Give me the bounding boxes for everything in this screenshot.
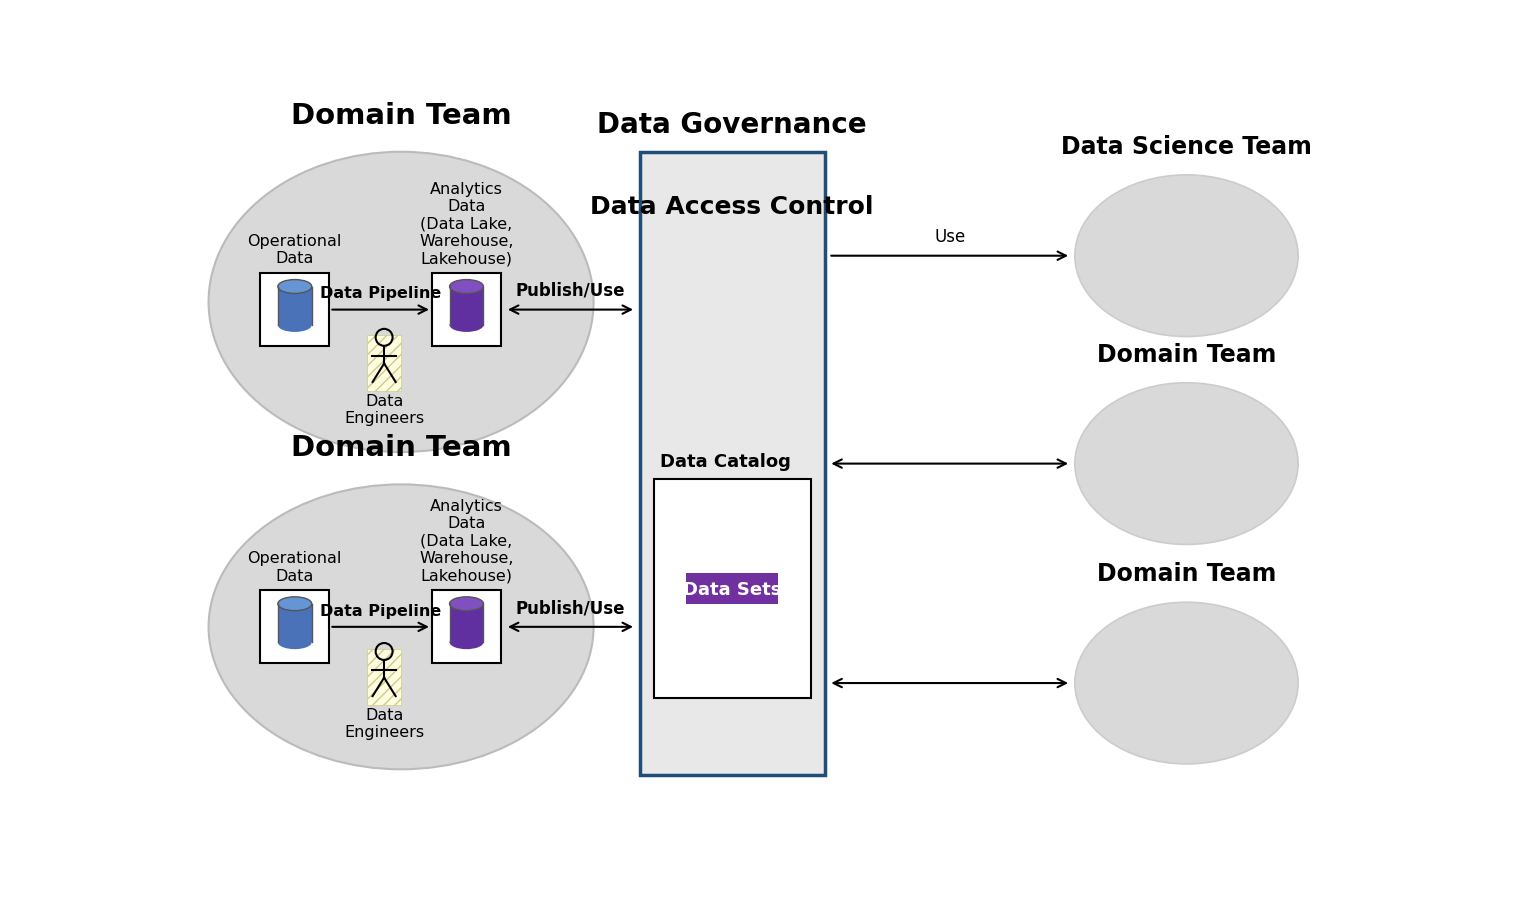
Ellipse shape <box>277 319 312 333</box>
Ellipse shape <box>450 636 483 650</box>
Bar <box>367 650 401 705</box>
Text: Domain Team: Domain Team <box>291 101 512 130</box>
Ellipse shape <box>209 485 594 769</box>
Bar <box>261 591 329 664</box>
Text: Analytics
Data
(Data Lake,
Warehouse,
Lakehouse): Analytics Data (Data Lake, Warehouse, La… <box>420 182 514 266</box>
Bar <box>639 153 824 776</box>
Text: Analytics
Data
(Data Lake,
Warehouse,
Lakehouse): Analytics Data (Data Lake, Warehouse, La… <box>420 498 514 583</box>
Bar <box>277 287 312 325</box>
Bar <box>261 274 329 346</box>
Text: Operational
Data: Operational Data <box>247 550 342 583</box>
Bar <box>686 573 779 605</box>
Text: Domain Team: Domain Team <box>291 434 512 461</box>
Bar <box>450 287 483 325</box>
Text: Data Access Control: Data Access Control <box>591 195 874 219</box>
Ellipse shape <box>450 319 483 333</box>
Text: Domain Team: Domain Team <box>1097 343 1276 367</box>
Text: Data
Engineers: Data Engineers <box>344 393 424 425</box>
Text: Publish/Use: Publish/Use <box>515 598 626 617</box>
Text: Use: Use <box>935 228 965 245</box>
Text: Data Science Team: Data Science Team <box>1060 135 1312 159</box>
Bar <box>367 335 401 391</box>
Bar <box>432 274 501 346</box>
Text: Data Sets: Data Sets <box>683 580 782 598</box>
Ellipse shape <box>277 597 312 611</box>
Text: Data Pipeline: Data Pipeline <box>320 286 441 301</box>
Bar <box>277 604 312 642</box>
Text: Domain Team: Domain Team <box>1097 562 1276 585</box>
Ellipse shape <box>1074 603 1298 764</box>
Text: Data Governance: Data Governance <box>597 111 867 139</box>
Ellipse shape <box>277 636 312 650</box>
Ellipse shape <box>1074 383 1298 545</box>
Bar <box>432 591 501 664</box>
Text: Publish/Use: Publish/Use <box>515 281 626 300</box>
Ellipse shape <box>450 280 483 294</box>
Ellipse shape <box>450 597 483 611</box>
Bar <box>450 604 483 642</box>
Ellipse shape <box>209 153 594 452</box>
Text: Data Pipeline: Data Pipeline <box>320 603 441 618</box>
Bar <box>653 480 811 698</box>
Text: Operational
Data: Operational Data <box>247 233 342 266</box>
Ellipse shape <box>277 280 312 294</box>
Text: Data
Engineers: Data Engineers <box>344 707 424 740</box>
Text: Data Catalog: Data Catalog <box>661 452 791 471</box>
Ellipse shape <box>1074 176 1298 337</box>
